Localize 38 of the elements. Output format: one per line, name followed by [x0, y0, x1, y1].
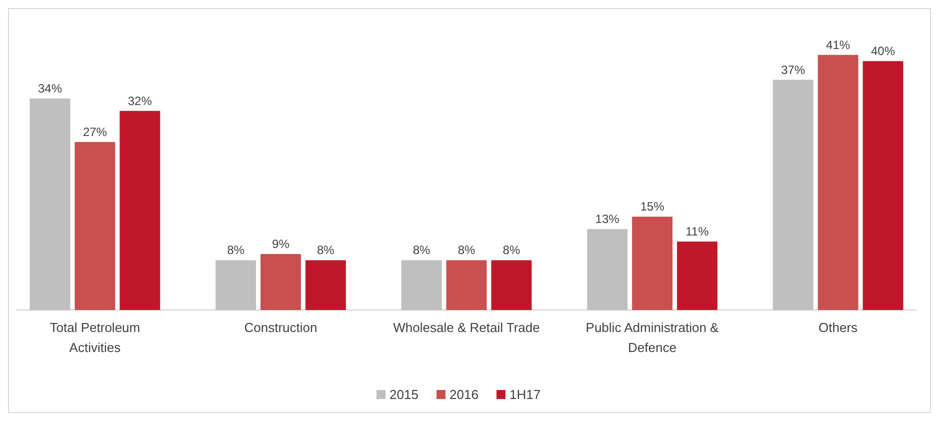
bar: [120, 110, 160, 310]
data-label: 8%: [317, 243, 335, 258]
bar: [446, 260, 487, 310]
x-tick-label: Construction: [244, 320, 318, 335]
data-label: 11%: [686, 224, 710, 239]
bar: [305, 260, 346, 310]
data-label: 40%: [870, 44, 896, 58]
x-tick-label: Wholesale & Retail Trade: [393, 320, 540, 335]
x-tick-label: Public Administration & Defence: [586, 320, 720, 355]
bar: [74, 142, 116, 310]
x-tick-label: Others: [818, 320, 858, 335]
bar: [30, 98, 70, 310]
data-label: 15%: [640, 200, 665, 214]
data-label: 41%: [826, 38, 850, 52]
bar: [632, 216, 672, 310]
data-label: 27%: [82, 125, 108, 139]
data-label: 8%: [502, 243, 520, 258]
x-tick-label: Total Petroleum Activities: [50, 320, 140, 355]
bar: [676, 242, 718, 310]
bar: [587, 229, 628, 310]
legend-label: 2016: [450, 387, 478, 402]
bar: [216, 260, 256, 310]
bar: [491, 260, 532, 310]
bar: [772, 80, 814, 310]
data-label: 8%: [227, 243, 245, 258]
bar: [862, 61, 904, 310]
legend-label: 1H17: [510, 387, 541, 402]
data-label: 32%: [128, 94, 152, 108]
data-label: 37%: [781, 62, 806, 77]
legend-label: 2015: [390, 387, 418, 402]
data-label: 34%: [38, 81, 62, 96]
data-label: 13%: [595, 212, 620, 226]
data-label: 8%: [458, 243, 476, 258]
data-label: 9%: [272, 237, 290, 251]
bar: [401, 260, 442, 310]
bar: [818, 54, 858, 310]
bar: [260, 254, 301, 310]
data-label: 8%: [412, 243, 431, 258]
